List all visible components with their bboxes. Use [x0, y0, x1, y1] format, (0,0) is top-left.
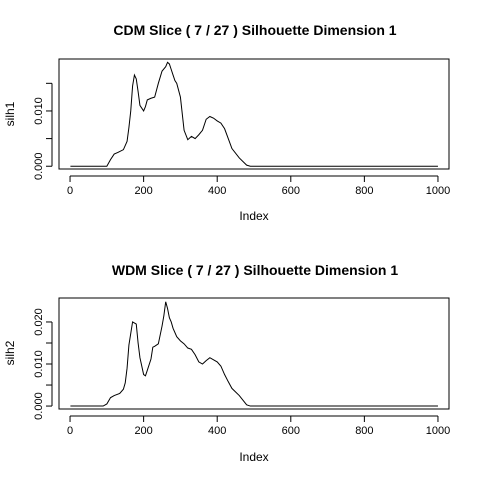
x-axis: 0 200 400 600 800 1000 — [67, 175, 450, 197]
x-tick-label: 600 — [282, 425, 300, 437]
x-tick-label: 400 — [208, 425, 226, 437]
x-tick-label: 1000 — [426, 185, 450, 197]
x-tick-label: 1000 — [426, 425, 450, 437]
x-axis: 0 200 400 600 800 1000 — [67, 415, 450, 437]
x-tick-label: 200 — [134, 185, 152, 197]
x-tick-label: 400 — [208, 185, 226, 197]
y-axis: 0.000 0.010 0.020 — [33, 308, 53, 420]
plot-frame — [58, 297, 450, 410]
y-tick-label: 0.010 — [33, 350, 45, 378]
x-axis-label: Index — [239, 209, 268, 223]
x-tick-label: 600 — [282, 185, 300, 197]
y-axis-label: silh2 — [3, 340, 17, 365]
y-tick-label: 0.020 — [33, 308, 45, 336]
y-axis-label: silh1 — [3, 101, 17, 126]
x-tick-label: 200 — [134, 425, 152, 437]
x-axis-label: Index — [239, 450, 268, 464]
series-line — [70, 301, 438, 407]
x-tick-label: 0 — [67, 425, 73, 437]
series-layer — [70, 61, 438, 167]
chart-title: WDM Slice ( 7 / 27 ) Silhouette Dimensio… — [112, 262, 398, 278]
series-layer — [70, 301, 438, 407]
cdm-chart-panel: CDM Slice ( 7 / 27 ) Silhouette Dimensio… — [3, 22, 450, 223]
series-line — [70, 61, 438, 167]
chart-title: CDM Slice ( 7 / 27 ) Silhouette Dimensio… — [113, 22, 396, 38]
y-tick-label: 0.010 — [33, 97, 45, 125]
x-tick-label: 800 — [355, 185, 373, 197]
y-tick-label: 0.000 — [33, 152, 45, 180]
x-tick-label: 800 — [355, 425, 373, 437]
x-tick-label: 0 — [67, 185, 73, 197]
y-tick-label: 0.000 — [33, 392, 45, 420]
wdm-chart-panel: WDM Slice ( 7 / 27 ) Silhouette Dimensio… — [3, 262, 450, 464]
y-axis: 0.000 0.010 — [33, 82, 53, 180]
plot-frame — [58, 58, 450, 170]
